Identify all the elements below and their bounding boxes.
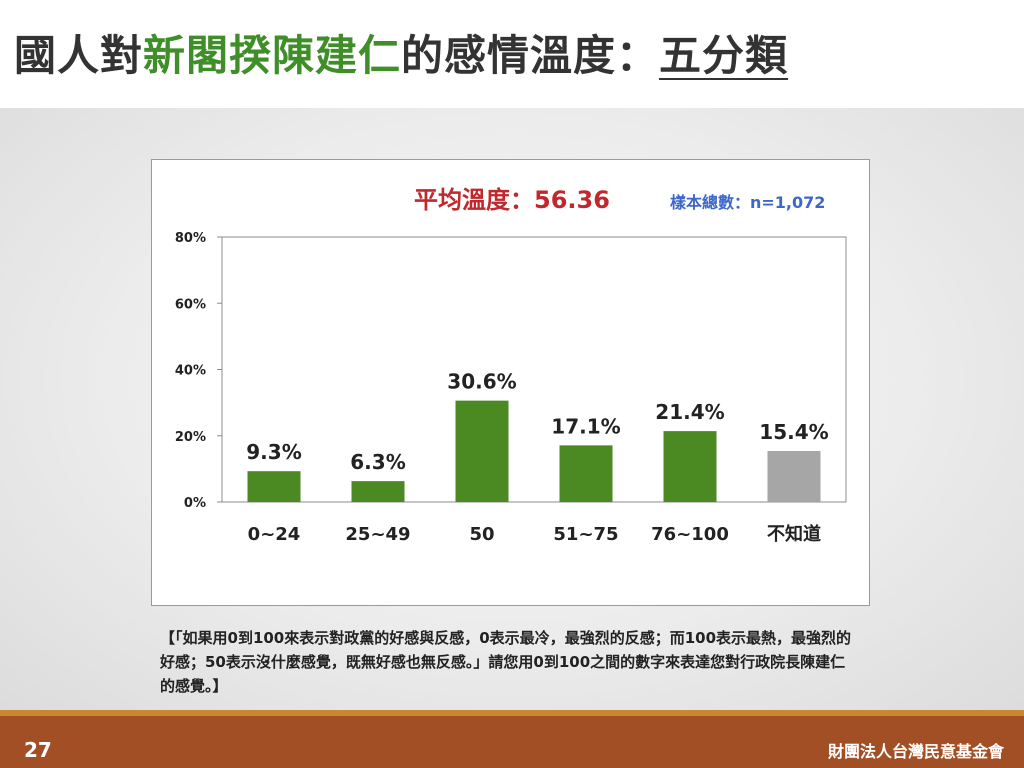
x-category-label-6: 不知道 <box>767 523 821 545</box>
chart-subtitle-sample-size: 樣本總數：n=1,072 <box>670 193 826 212</box>
title-part-3: 的感情溫度： <box>401 31 660 80</box>
x-category-label-1: 0~24 <box>248 524 301 545</box>
data-label-2: 6.3% <box>350 450 405 474</box>
y-tick-label: 0% <box>184 496 206 511</box>
y-tick-label: 40% <box>175 364 206 379</box>
y-tick-label: 20% <box>175 430 206 445</box>
chart-title-average: 平均溫度：56.36 <box>414 186 610 214</box>
data-label-3: 30.6% <box>447 370 516 394</box>
bar-2 <box>351 481 405 502</box>
organization-name: 財團法人台灣民意基金會 <box>827 742 1004 761</box>
bar-1 <box>247 471 301 502</box>
footer-bar: 27 財團法人台灣民意基金會 <box>0 710 1024 768</box>
title-highlight: 新閣揆陳建仁 <box>143 31 402 80</box>
data-label-1: 9.3% <box>246 440 301 464</box>
plot-area: 0% 20% 40% 60% 80% 9.3% 0~24 6.3% 25~49 30.6% 50 17… <box>175 231 847 545</box>
title-part-1: 國人對 <box>14 31 144 80</box>
x-category-label-3: 50 <box>469 524 494 545</box>
y-tick-label: 60% <box>175 297 206 312</box>
title-underlined: 五分類 <box>659 31 789 80</box>
bar-4 <box>559 445 613 502</box>
bar-3 <box>455 400 509 502</box>
page-title: 國人對新閣揆陳建仁的感情溫度：五分類 <box>14 22 788 82</box>
data-label-5: 21.4% <box>655 400 724 424</box>
page-number: 27 <box>24 738 52 762</box>
chart-frame <box>151 159 870 606</box>
data-label-4: 17.1% <box>551 414 620 438</box>
y-tick-label: 80% <box>175 231 206 246</box>
x-category-label-5: 76~100 <box>651 524 729 545</box>
x-category-label-2: 25~49 <box>345 524 410 545</box>
x-category-label-4: 51~75 <box>553 524 618 545</box>
data-label-6: 15.4% <box>759 420 828 444</box>
bar-5 <box>663 431 717 502</box>
question-note: 【「如果用0到100來表示對政黨的好感與反感，0表示最冷，最強烈的反感；而100… <box>160 629 852 695</box>
bar-6 <box>767 450 821 502</box>
plot-border <box>221 236 847 503</box>
